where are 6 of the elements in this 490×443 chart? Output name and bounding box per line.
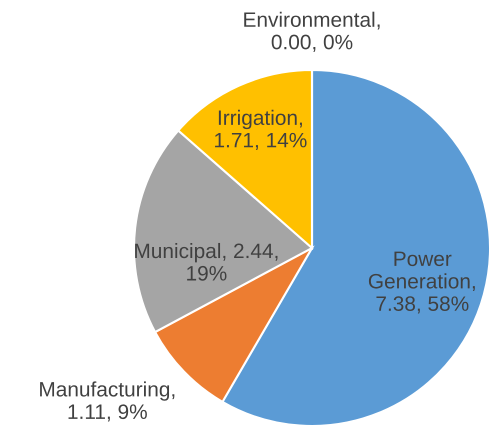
category-label: Environmental, (244, 12, 380, 30)
text: 0.00, 0% (272, 34, 352, 52)
slice-label: Manufacturing, 1.11, 9% (40, 381, 174, 422)
slice-label: Irrigation, 1.71, 14% (215, 110, 307, 150)
slice-label: Municipal, 2.44, 19% (135, 242, 278, 281)
slice-label: Power Generation, 7.38, 58% (368, 252, 475, 314)
